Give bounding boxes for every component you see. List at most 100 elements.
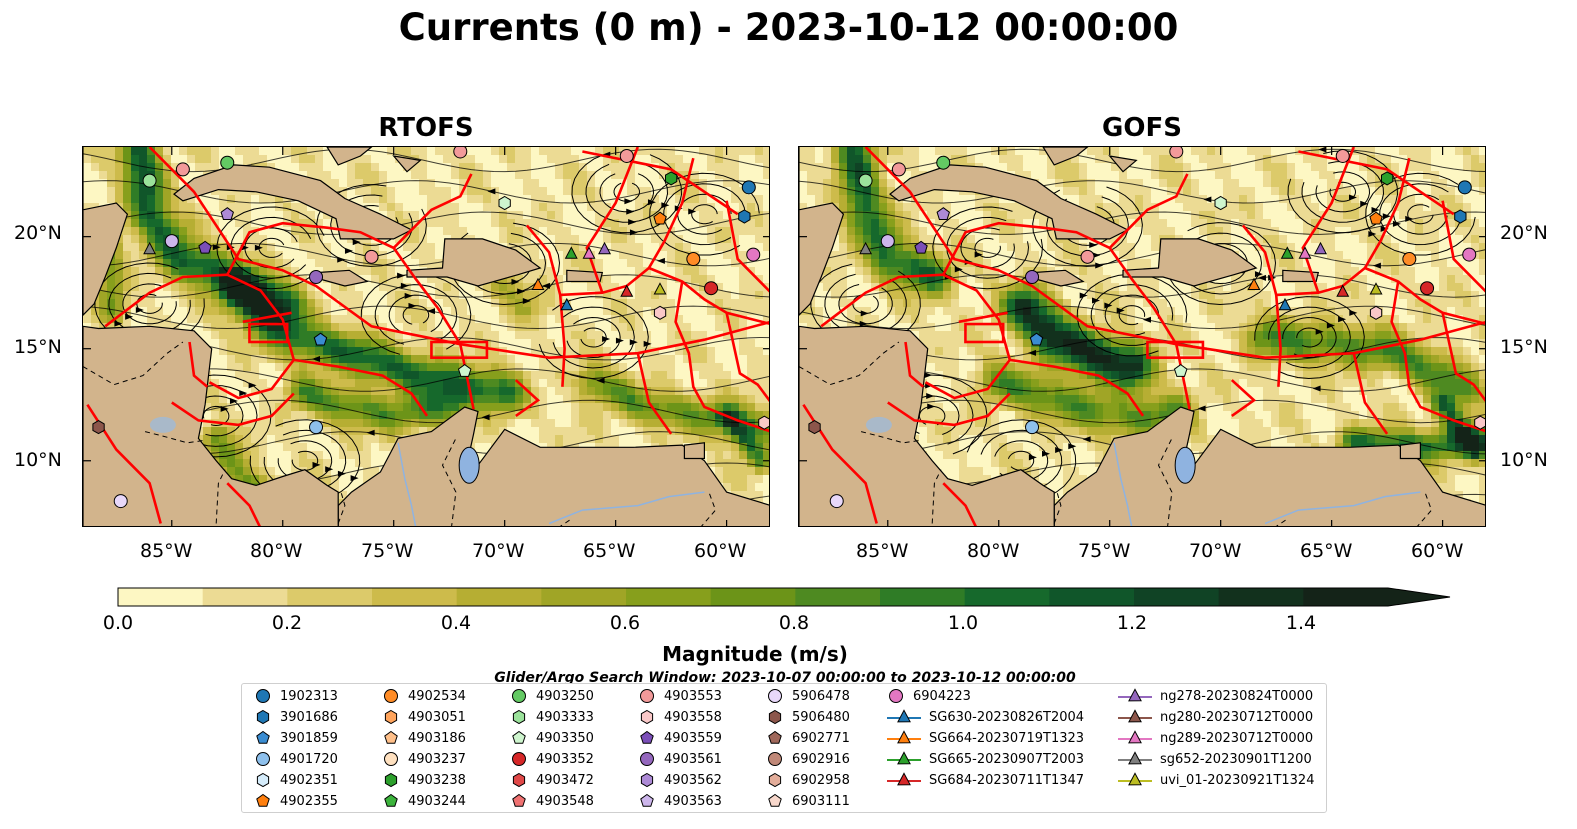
streamline [799,180,1485,204]
argo-float-marker [704,281,719,296]
legend-pentagon-icon [768,730,782,744]
streamline-arrow [344,247,353,254]
streamline-arrow [125,313,134,320]
colorbar-segment [287,588,373,606]
argo-float-marker [498,195,511,211]
argo-float-marker [364,249,379,264]
streamline [1165,222,1277,306]
legend-label: 4903238 [408,772,466,788]
land-polygon [406,238,542,287]
legend-label: 4903562 [664,772,722,788]
country-boundary [215,469,226,524]
streamline [83,211,769,235]
glider-marker [1298,246,1312,259]
legend-triangle-line-icon [887,709,921,723]
legend-pentagon-icon [256,730,270,744]
streamline-arrow [541,282,550,289]
legend: 1902313 3901686 3901859 4901720 4902351 49023… [241,683,1327,813]
argo-float-marker [164,234,179,249]
colorbar [117,587,1451,607]
argo-float-marker [220,207,234,220]
lon-label-left-70: 70°W [472,540,525,562]
streamline-arrow [1315,328,1324,335]
argo-float-marker [1335,148,1350,163]
legend-item: sg652-20230901T1200 [1118,749,1312,769]
streamline-arrow [522,298,531,305]
argo-float-marker [1454,209,1467,224]
streamline-arrow [350,475,359,482]
colorbar-outline [117,587,1451,607]
streamline-arrow [426,308,435,315]
legend-item: 4903333 [510,707,594,727]
legend-item: 4903472 [510,770,594,790]
lake-nicaragua [865,416,892,433]
eez-box [964,322,1005,344]
argo-float-marker [313,332,328,346]
legend-hexagon-icon [256,709,270,725]
land-polygon [1399,442,1421,460]
country-boundary [799,341,900,386]
streamline-arrow [114,320,123,327]
map-panel-gofs[interactable] [798,146,1486,527]
streamline-arrow [615,337,624,344]
eez-line [820,273,1012,400]
streamline-arrow [1349,309,1358,316]
streamline [585,163,669,223]
streamline-arrow [1197,405,1206,412]
legend-label: 3901686 [280,709,338,725]
eez-line [242,311,292,324]
streamline [1268,306,1351,369]
lon-label-right-85: 85°W [856,540,909,562]
legend-label: 1902313 [280,688,338,704]
legend-item: 1902313 [254,686,338,706]
legend-item: ng280-20230712T0000 [1118,707,1313,727]
streamline [571,154,683,234]
legend-item: 3901859 [254,728,338,748]
streamline-arrow [1028,454,1037,461]
argo-float-marker [619,148,634,163]
legend-pentagon-icon [384,793,398,807]
streamline-arrow [647,199,656,206]
legend-label: 4901720 [280,751,338,767]
colorbar-tick-2: 0.4 [440,612,472,634]
colorbar-tick-1: 0.2 [271,612,303,634]
streamline [83,242,769,267]
eez-box [430,340,489,359]
streamline-arrow [1360,200,1369,207]
legend-item: 4903352 [510,749,594,769]
legend-item: 4903562 [638,770,722,790]
legend-label: 4903563 [664,793,722,809]
rivers [1113,442,1421,526]
glider-marker [560,297,574,311]
legend-item: 6902916 [766,749,850,769]
legend-circle-icon [640,752,654,766]
land-polygon [799,325,1055,526]
country-boundaries [799,341,1433,526]
legend-item: 4902534 [382,686,466,706]
argo-float-marker [665,171,678,186]
lon-label-left-85: 85°W [140,540,193,562]
land-polygon [799,147,845,316]
eez-line [904,341,925,388]
colorbar-segment [626,588,712,606]
argo-float-marker [758,415,769,430]
streamline-arrow [1203,196,1212,203]
streamline-arrow [1348,194,1357,201]
argo-float-marker [653,305,667,320]
legend-label: ng289-20230712T0000 [1160,730,1314,746]
glider-marker [620,284,634,297]
legend-triangle-line-icon [887,730,921,744]
legend-label: sg652-20230901T1200 [1160,751,1312,767]
legend-pentagon-icon [768,793,782,807]
legend-pentagon-icon [640,730,654,744]
map-panel-rtofs[interactable] [82,146,770,527]
argo-float-marker [741,180,756,195]
legend-circle-icon [256,689,270,703]
lon-label-right-70: 70°W [1189,540,1242,562]
streamline [946,216,1030,279]
legend-pentagon-icon [512,793,526,807]
legend-item: SG630-20230826T2004 [887,707,1084,727]
streamline [108,272,191,335]
streamline [374,284,458,345]
legend-circle-icon [889,689,903,703]
